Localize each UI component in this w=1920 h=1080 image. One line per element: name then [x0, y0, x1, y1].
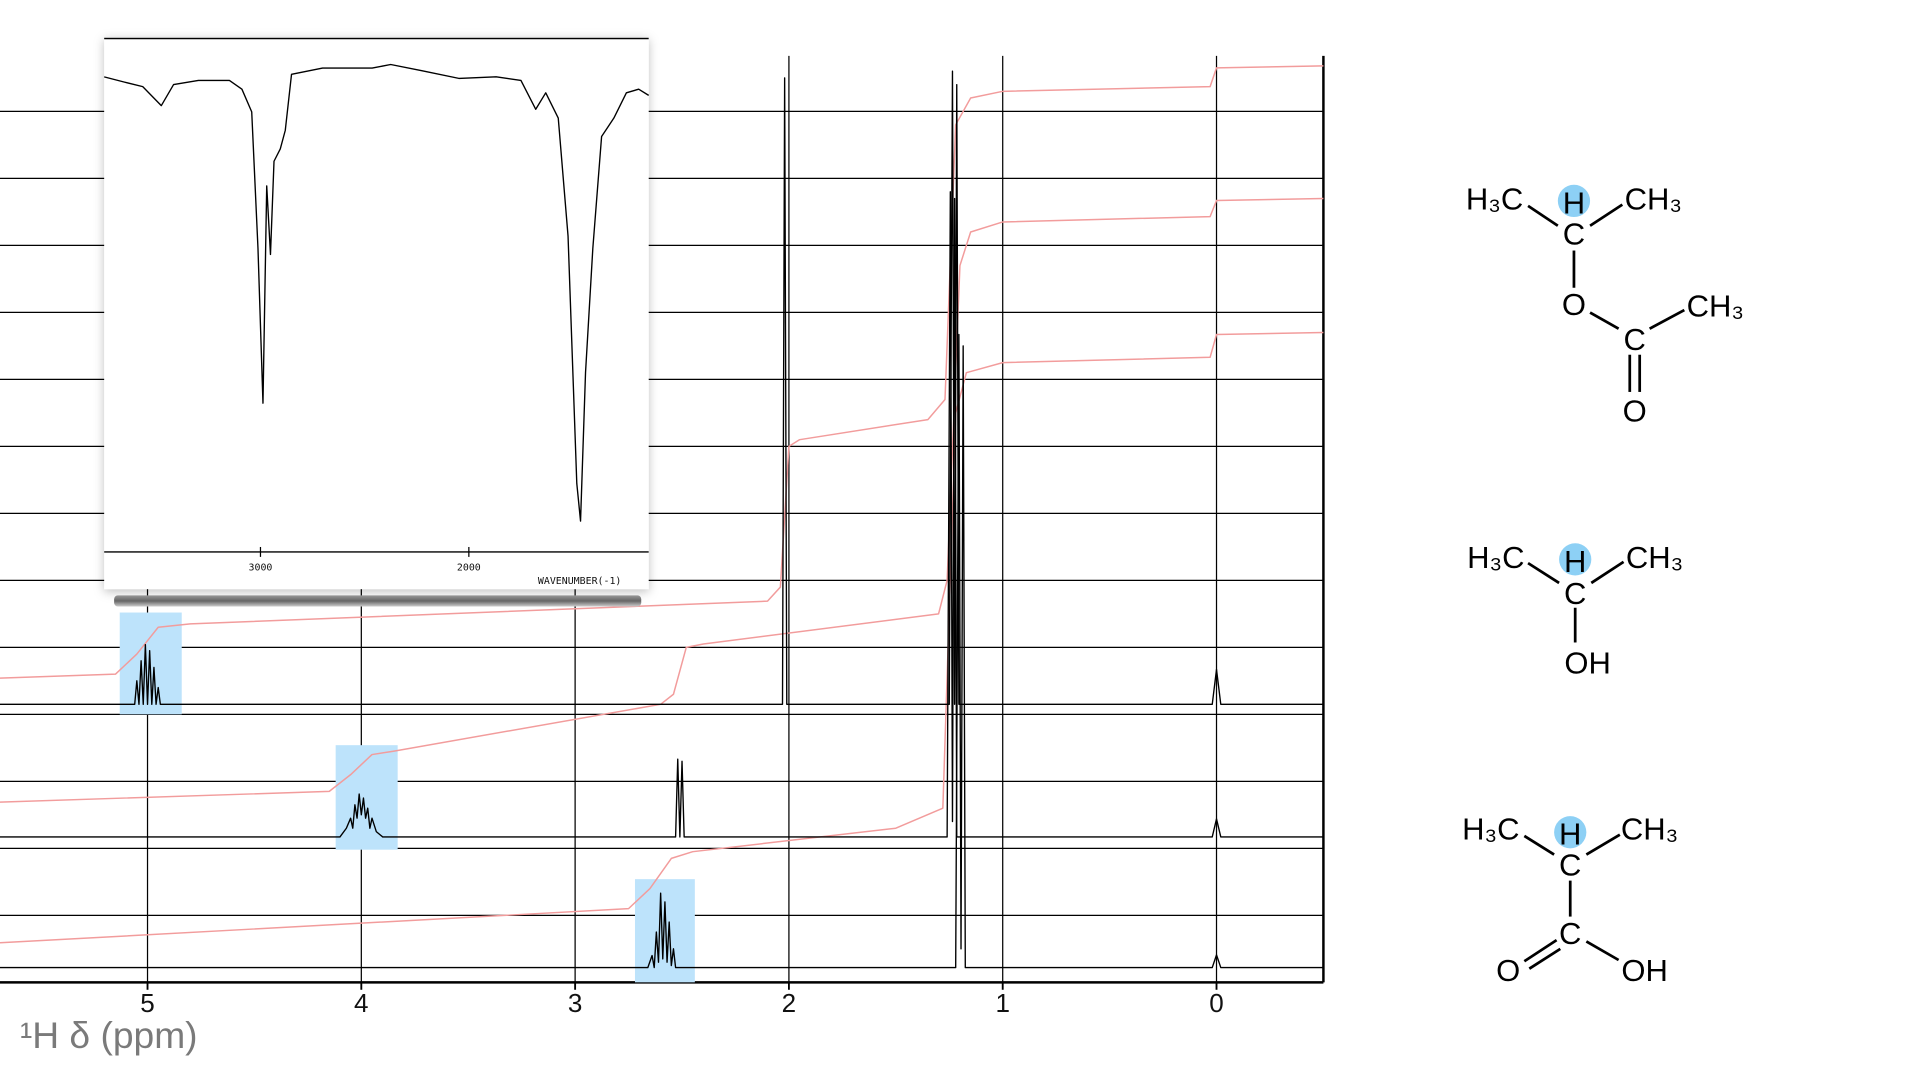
atom-label: CH₃: [1625, 182, 1682, 217]
x-tick-label: 3: [568, 988, 582, 1018]
atom-label: H₃C: [1467, 540, 1524, 575]
atom-label: H: [1559, 817, 1581, 852]
x-axis-label: ¹H δ (ppm): [20, 1014, 198, 1056]
atom-label: C: [1564, 576, 1586, 611]
atom-label: C: [1563, 216, 1585, 251]
highlight-circles: [1554, 184, 1592, 849]
ir-inset: 3000 2000 WAVENUMBER(-1): [104, 37, 650, 607]
spectrum-line: [0, 333, 1324, 969]
spectrum-line: [0, 197, 1324, 803]
bonds: [1523, 203, 1685, 970]
x-axis-label: WAVENUMBER(-1): [538, 576, 622, 587]
spectrum-line: [104, 63, 650, 522]
atom-label: OH: [1564, 645, 1611, 680]
atom-label: OH: [1621, 953, 1668, 988]
x-tick-label: 3000: [249, 563, 273, 574]
atom-label: H: [1563, 185, 1585, 220]
atom-label: H₃C: [1462, 812, 1519, 847]
atom-label: CH₃: [1621, 812, 1678, 847]
x-tick-label: 4: [354, 988, 368, 1018]
atom-label: CH₃: [1626, 540, 1683, 575]
x-tick-label: 5: [140, 988, 154, 1018]
x-tick-label: 2: [782, 988, 796, 1018]
atom-label: O: [1496, 953, 1520, 988]
ir-smear: [114, 595, 642, 607]
atom-label: C: [1559, 916, 1581, 951]
peak-highlight: [634, 879, 695, 983]
atom-label: H: [1564, 544, 1586, 579]
x-tick-label: 1: [995, 988, 1009, 1018]
spectrum-line: [0, 65, 1324, 679]
atom-label: CH₃: [1687, 288, 1744, 323]
spectrum-line: [0, 331, 1324, 944]
x-tick-label: 0: [1209, 988, 1223, 1018]
peak-highlight: [335, 745, 398, 850]
atom-label: H₃C: [1466, 182, 1523, 217]
ir-background: [104, 37, 649, 590]
atom-label: O: [1562, 287, 1586, 322]
x-tick-label: 2000: [457, 563, 481, 574]
atom-label: C: [1559, 848, 1581, 883]
atom-label: C: [1624, 322, 1646, 357]
atom-label: O: [1623, 394, 1647, 429]
